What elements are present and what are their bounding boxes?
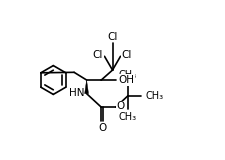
Text: CH₃: CH₃ [119,70,137,80]
Text: OH: OH [118,75,134,85]
Text: Cl: Cl [107,32,118,42]
Polygon shape [85,80,88,94]
Text: HN: HN [69,88,84,98]
Text: Cl: Cl [122,50,132,60]
Text: CH₃: CH₃ [119,112,137,122]
Text: O: O [98,123,106,133]
Text: CH₃: CH₃ [145,91,163,101]
Text: O: O [117,101,125,111]
Text: Cl: Cl [93,50,103,60]
